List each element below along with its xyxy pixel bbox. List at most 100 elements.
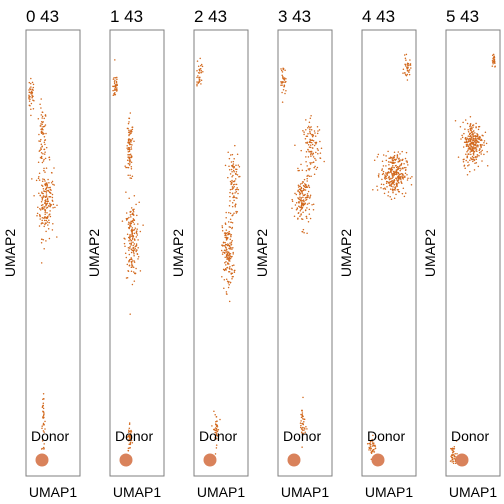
data-point	[297, 167, 299, 170]
data-point	[310, 155, 312, 157]
data-point	[40, 155, 43, 158]
data-point	[475, 122, 477, 125]
data-point	[313, 173, 316, 175]
data-point	[300, 214, 302, 216]
data-point	[479, 148, 481, 151]
data-point	[484, 131, 487, 134]
data-point	[284, 69, 286, 72]
data-point	[130, 248, 133, 250]
data-point	[225, 234, 227, 237]
data-point	[465, 153, 467, 155]
data-point	[471, 124, 474, 127]
data-point	[304, 137, 307, 140]
data-point	[128, 264, 131, 266]
data-point	[300, 218, 303, 220]
data-point	[37, 206, 39, 209]
data-point	[305, 156, 307, 158]
data-point	[304, 193, 306, 196]
data-point	[38, 176, 40, 178]
data-point	[482, 134, 484, 137]
data-point	[229, 242, 231, 244]
data-point	[28, 94, 30, 96]
data-point	[466, 174, 469, 176]
data-point	[51, 199, 54, 202]
data-point	[232, 160, 235, 163]
data-point	[317, 152, 319, 155]
data-point	[283, 84, 286, 86]
panel-frame	[25, 29, 81, 477]
data-point	[131, 263, 133, 266]
data-point	[225, 236, 228, 238]
data-point	[37, 161, 40, 164]
data-point	[228, 258, 231, 261]
data-point	[219, 418, 221, 421]
data-point	[39, 103, 41, 105]
data-point	[306, 180, 308, 182]
data-point	[318, 129, 321, 131]
data-point	[311, 203, 313, 206]
data-point	[50, 192, 52, 194]
data-point	[466, 122, 469, 125]
data-point	[216, 428, 218, 431]
data-point	[38, 140, 40, 142]
data-point	[228, 248, 231, 250]
data-point	[369, 441, 372, 443]
data-point	[297, 169, 299, 172]
data-point	[42, 422, 45, 425]
data-point	[128, 129, 130, 132]
data-point	[372, 450, 374, 452]
data-point	[43, 219, 46, 222]
data-point	[48, 158, 51, 161]
data-point	[474, 134, 476, 137]
data-point	[229, 252, 232, 255]
data-point	[128, 117, 130, 119]
data-point	[45, 167, 48, 169]
data-point	[305, 119, 307, 121]
data-point	[216, 420, 218, 422]
data-point	[128, 146, 131, 149]
data-point	[215, 437, 218, 440]
data-point	[49, 215, 52, 218]
data-point	[47, 205, 50, 207]
data-point	[476, 133, 478, 135]
data-point	[130, 270, 133, 272]
data-point	[401, 192, 404, 195]
data-point	[307, 149, 309, 151]
data-point	[41, 427, 43, 430]
data-point	[407, 64, 409, 67]
data-point	[476, 144, 479, 146]
data-point	[475, 139, 477, 142]
data-point	[237, 164, 240, 166]
data-point	[130, 222, 133, 225]
data-point	[301, 230, 304, 233]
data-point	[301, 410, 303, 412]
data-point	[467, 145, 470, 148]
data-point	[44, 151, 46, 153]
data-point	[291, 200, 294, 202]
data-point	[454, 120, 457, 122]
data-point	[461, 136, 464, 139]
data-point	[231, 192, 234, 195]
data-point	[409, 63, 412, 65]
data-point	[394, 173, 397, 175]
data-point	[42, 407, 45, 410]
data-point	[394, 159, 397, 161]
data-point	[474, 143, 477, 146]
data-point	[478, 125, 481, 128]
data-point	[388, 178, 391, 181]
data-point	[31, 94, 33, 97]
data-point	[404, 65, 407, 67]
data-point	[307, 156, 310, 158]
data-point	[453, 445, 456, 448]
data-point	[300, 420, 302, 422]
data-point	[39, 214, 41, 217]
data-point	[44, 213, 46, 216]
data-point	[43, 217, 45, 219]
data-point	[463, 141, 466, 143]
data-point	[44, 208, 46, 211]
data-point	[127, 270, 129, 272]
data-point	[42, 192, 44, 195]
data-point	[398, 182, 400, 184]
data-point	[225, 243, 228, 246]
data-point	[471, 139, 473, 141]
